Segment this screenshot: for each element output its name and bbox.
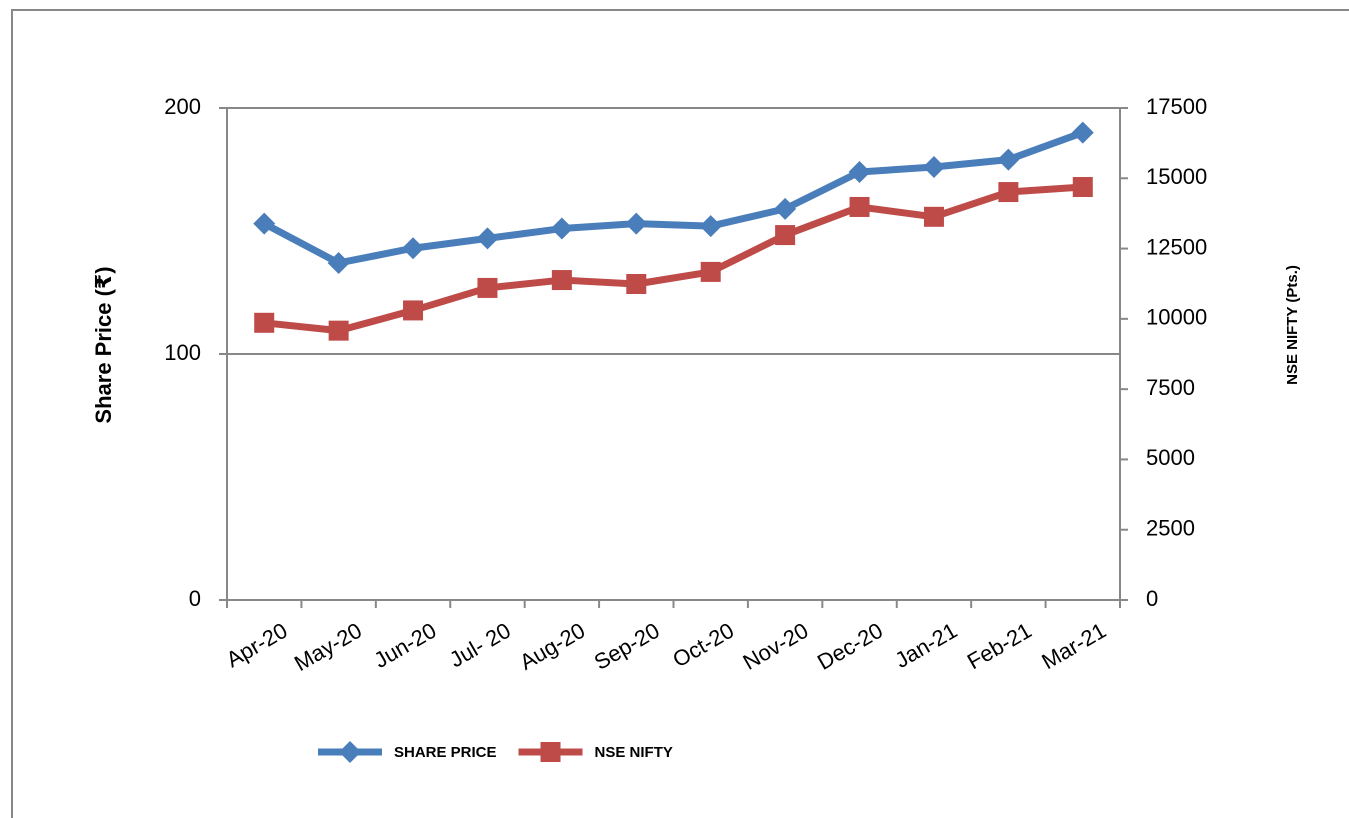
series-line xyxy=(262,129,1084,267)
x-tick-label: Mar-21 xyxy=(1037,618,1110,674)
series-marker xyxy=(402,237,425,260)
series-marker xyxy=(774,197,797,220)
x-tick-label: Sep-20 xyxy=(590,618,664,675)
series-marker xyxy=(699,215,722,238)
series-marker xyxy=(551,270,572,291)
series-marker xyxy=(550,217,573,240)
x-tick-label: Dec-20 xyxy=(813,618,887,675)
series-marker xyxy=(849,196,870,217)
y2-axis-label: NSE NIFTY (Pts.) xyxy=(1284,265,1301,385)
y2-tick-label: 17500 xyxy=(1146,94,1207,119)
series-marker xyxy=(700,261,721,282)
legend-label: SHARE PRICE xyxy=(394,744,497,761)
y2-tick-label: 10000 xyxy=(1146,305,1207,330)
y-tick-label: 100 xyxy=(164,340,201,365)
x-tick-label: Jun-20 xyxy=(370,618,441,673)
series-marker xyxy=(253,212,276,235)
y-tick-label: 0 xyxy=(189,586,201,611)
x-tick-label: Nov-20 xyxy=(739,618,813,675)
legend-marker xyxy=(339,741,361,763)
x-tick-label: Aug-20 xyxy=(515,618,589,675)
series-marker xyxy=(775,225,796,246)
y2-tick-label: 15000 xyxy=(1146,164,1207,189)
series-marker xyxy=(254,312,275,333)
x-tick-label: Jan-21 xyxy=(891,618,962,673)
x-tick-label: Oct-20 xyxy=(668,618,738,673)
y2-tick-label: 7500 xyxy=(1146,375,1195,400)
series-marker xyxy=(403,300,424,321)
series-marker xyxy=(476,227,499,250)
x-tick-label: May-20 xyxy=(290,618,366,676)
y2-tick-label: 0 xyxy=(1146,586,1158,611)
series-marker xyxy=(328,320,349,341)
series-marker xyxy=(477,277,498,298)
x-tick-label: Feb-21 xyxy=(963,618,1036,675)
x-tick-label: Apr-20 xyxy=(222,618,292,673)
y2-tick-label: 2500 xyxy=(1146,516,1195,541)
series-marker xyxy=(1071,121,1094,144)
y2-tick-label: 12500 xyxy=(1146,234,1207,259)
y-axis-label: Share Price (₹) xyxy=(91,266,116,423)
series-marker xyxy=(626,273,647,294)
chart-frame xyxy=(11,9,1349,818)
legend-marker xyxy=(540,742,561,762)
x-tick-label: Jul- 20 xyxy=(445,618,515,673)
legend-label: NSE NIFTY xyxy=(595,744,673,761)
series-marker xyxy=(625,212,648,235)
series-marker xyxy=(327,251,350,274)
series-marker xyxy=(1072,177,1093,198)
series-marker xyxy=(998,182,1019,203)
series-marker xyxy=(922,156,945,179)
y-tick-label: 200 xyxy=(164,94,201,119)
y2-tick-label: 5000 xyxy=(1146,445,1195,470)
series-marker xyxy=(997,148,1020,171)
series-marker xyxy=(923,206,944,227)
series-marker xyxy=(848,160,871,183)
series-line xyxy=(263,183,1084,335)
